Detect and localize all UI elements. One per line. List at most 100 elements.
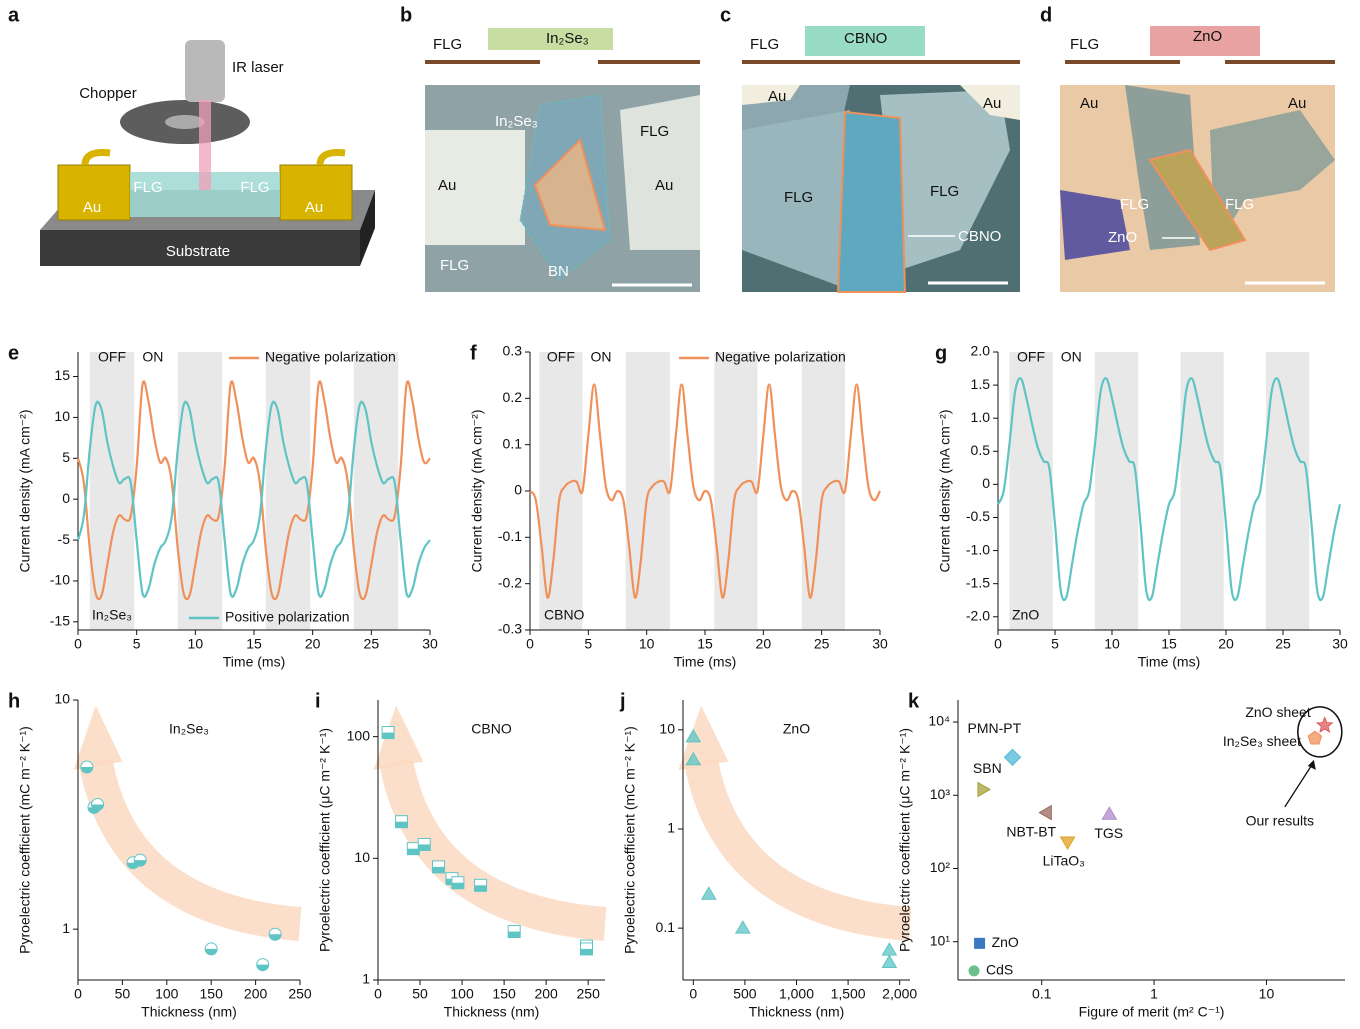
x-tick-label: 30 [422,636,438,652]
label: Au [1288,95,1306,112]
label: FLG [1120,196,1149,213]
marker-fill [977,781,991,798]
flg-region [1210,110,1335,250]
x-axis-title: Time (ms) [1138,654,1200,670]
marker-fill [256,964,269,971]
marker-fill [451,882,464,889]
x-tick-label: 100 [155,986,179,1002]
panel-letter: e [8,342,19,364]
label: CBNO [958,228,1001,245]
flg-region [880,90,1010,270]
point [685,751,702,766]
point [133,853,147,867]
shaded-band [1265,352,1310,630]
panel-letter: c [720,4,731,26]
y-axis-title: Pyroelectric coefficient (μC m⁻² K⁻¹) [317,728,333,952]
marker-fill [580,948,593,955]
y-axis-title: Pyroelectric coefficient (mC m⁻² K⁻¹) [622,726,638,954]
point [881,942,898,956]
x-tick-label: 150 [200,986,224,1002]
laser-beam [199,100,211,190]
y-tick-label: 0 [62,490,70,506]
au-pad [279,164,353,221]
label: Au [305,199,323,216]
panel-letter: i [315,690,321,712]
highlight-ring [1297,706,1343,758]
y-tick-label: -0.5 [966,508,990,524]
legend-label: Negative polarization [265,349,396,365]
marker-fill [432,866,445,873]
au-region [742,85,800,105]
chart-label: ZnO [783,721,810,737]
x-tick-label: 20 [1218,636,1234,652]
y-axis-title: Pyroelectric coefficient (mC m⁻² K⁻¹) [17,726,33,954]
x-tick-label: 100 [450,986,474,1002]
x-tick-label: 0 [994,636,1002,652]
point [406,842,420,856]
x-tick-label: 10 [1104,636,1120,652]
y-tick-label: 10 [659,721,675,737]
point [417,837,431,851]
flake-outline [1148,148,1247,252]
label: BN [548,263,569,280]
y-tick-label: 0 [514,482,522,498]
label: ZnO [1193,28,1222,45]
y-tick-label: -1.5 [966,574,990,590]
marker-fill [685,728,702,743]
x-axis-title: Thickness (nm) [141,1004,237,1020]
y-tick-label: 1 [362,971,370,987]
label: FLG [930,183,959,200]
marker-fill [134,860,147,867]
label: Au [438,177,456,194]
panel-b: b FLG In₂Se₃ In₂Se₃ Au Au FLG FLG BN [400,4,700,292]
annotation: OFF [98,349,126,365]
structure [805,26,925,56]
annotation: In₂Se₃ [92,607,132,623]
marker-fill [91,804,104,811]
label: Au [1080,95,1098,112]
label: IR laser [232,59,284,76]
label: FLG [640,123,669,140]
point-label: ZnO sheet [1245,704,1310,720]
panel-letter: h [8,690,20,712]
arrow [1284,761,1315,808]
marker-fill [1059,836,1076,850]
x-tick-label: 15 [1161,636,1177,652]
trend-arrow-head [678,705,729,770]
au-region [960,85,1020,120]
annotation: OFF [1017,349,1045,365]
point [700,886,717,900]
trend-arrow-head [73,705,123,770]
x-tick-label: 250 [577,986,601,1002]
y-tick-label: 10⁴ [928,713,950,729]
annotation: ON [591,349,612,365]
marker-fill [700,886,717,900]
panel-letter: k [908,690,920,712]
y-tick-label: -2.0 [966,607,990,623]
point-label: NBT-BT [1006,823,1056,839]
x-tick-label: 0 [74,636,82,652]
point [1038,804,1052,821]
legend-label: Positive polarization [225,609,350,625]
point [395,815,409,829]
marker-fill [80,767,93,774]
flake-outline [533,138,607,232]
point-label: In₂Se₃ sheet [1223,733,1301,749]
panel-letter: b [400,4,412,26]
y-tick-label: -5 [58,531,71,547]
x-tick-label: 2,000 [882,986,917,1002]
marker-fill [881,942,898,956]
label: ZnO [1108,229,1137,246]
point-label: TGS [1094,825,1123,841]
wire [316,149,346,166]
y-tick-label: -0.3 [498,621,522,637]
marker-fill [418,844,431,851]
annotation: ON [142,349,163,365]
shaded-band [1180,352,1224,630]
label: In₂Se₃ [495,113,538,130]
point-label: CdS [986,962,1013,978]
y-tick-label: 10 [54,408,70,424]
y-tick-label: 10¹ [930,932,951,948]
